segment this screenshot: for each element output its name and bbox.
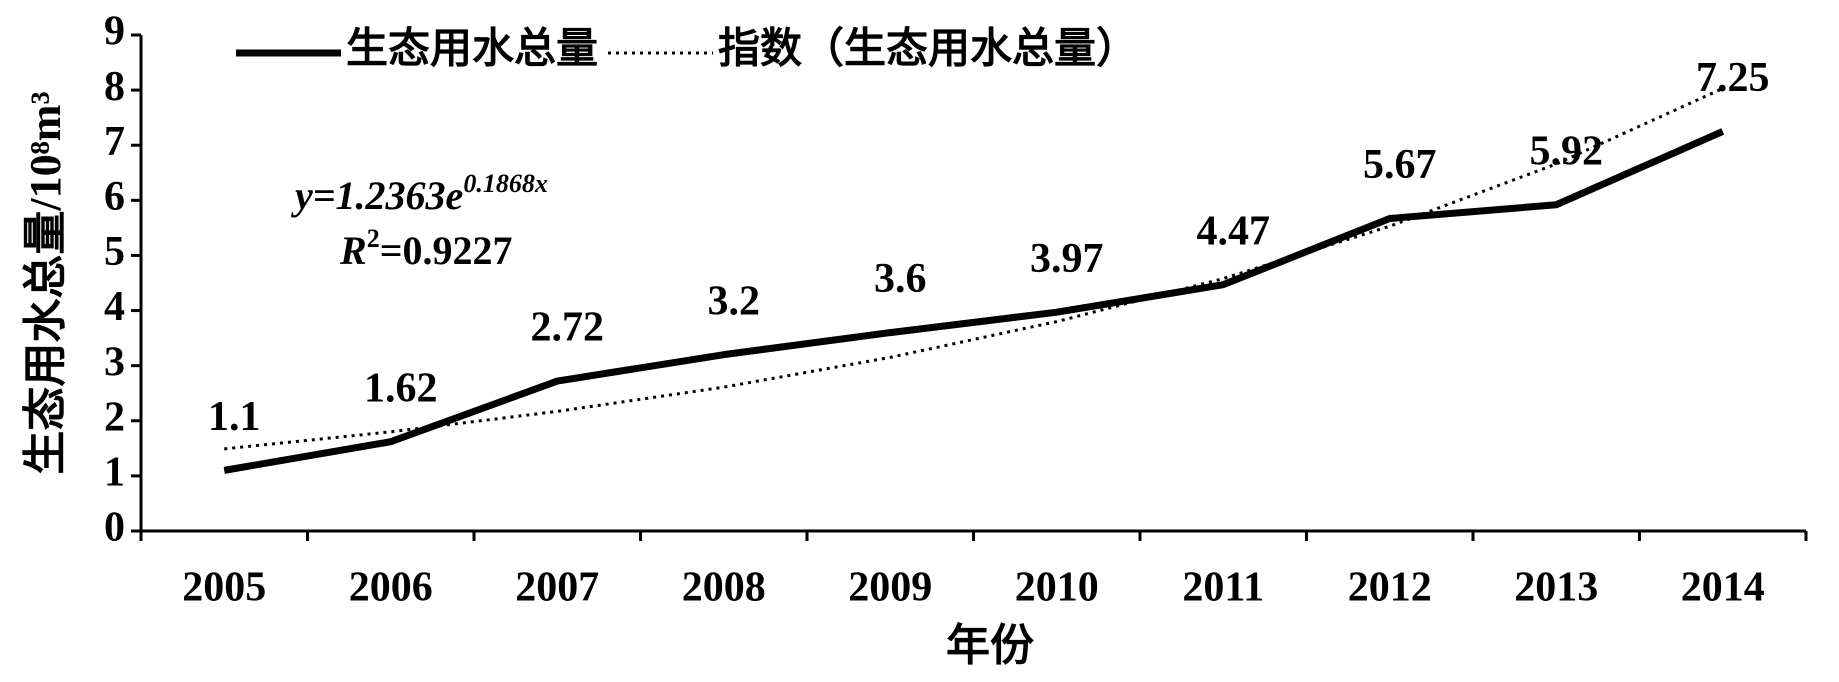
data-label: 1.62 <box>364 365 438 411</box>
x-tick-label: 2005 <box>182 565 266 611</box>
y-tick-label: 7 <box>104 119 125 165</box>
y-tick-label: 8 <box>104 64 125 110</box>
y-axis-label: 生态用水总量/10⁸m³ <box>21 91 70 474</box>
r-value: =0.9227 <box>380 228 513 273</box>
x-tick-label: 2011 <box>1182 565 1264 611</box>
data-label: 3.97 <box>1030 236 1104 282</box>
y-tick-label: 9 <box>104 9 125 55</box>
equation-text: y=1.2363e <box>291 173 463 218</box>
data-label: 5.67 <box>1363 142 1437 188</box>
data-label: 1.1 <box>208 394 261 440</box>
r-squared: R2=0.9227 <box>339 224 512 273</box>
r-symbol: R <box>339 228 367 273</box>
data-label: 4.47 <box>1197 208 1271 254</box>
y-tick-label: 4 <box>104 284 125 330</box>
x-tick-label: 2012 <box>1348 565 1432 611</box>
data-label: 3.2 <box>708 278 761 324</box>
data-label: 5.92 <box>1530 128 1604 174</box>
data-label: 7.25 <box>1696 55 1770 101</box>
data-label: 3.6 <box>874 256 927 302</box>
y-tick-label: 0 <box>104 505 125 551</box>
series-line <box>223 128 1725 474</box>
legend-label: 指数（生态用水总量） <box>718 26 1138 73</box>
y-tick-label: 1 <box>104 450 125 496</box>
y-tick-label: 6 <box>104 174 125 220</box>
data-label: 2.72 <box>531 305 605 351</box>
x-tick-label: 2009 <box>848 565 932 611</box>
x-tick-label: 2013 <box>1514 565 1598 611</box>
y-tick-label: 3 <box>104 339 125 385</box>
r-exponent: 2 <box>367 224 380 253</box>
x-tick-label: 2014 <box>1681 565 1765 611</box>
x-tick-label: 2007 <box>515 565 599 611</box>
y-tick-label: 5 <box>104 229 125 275</box>
x-tick-label: 2006 <box>349 565 433 611</box>
x-tick-label: 2008 <box>682 565 766 611</box>
y-tick-label: 2 <box>104 394 125 440</box>
equation: y=1.2363e0.1868x <box>291 169 548 218</box>
x-axis-label: 年份 <box>946 621 1034 670</box>
legend-label: 生态用水总量 <box>346 26 598 73</box>
equation-exponent: 0.1868x <box>463 169 548 198</box>
x-tick-label: 2010 <box>1015 565 1099 611</box>
